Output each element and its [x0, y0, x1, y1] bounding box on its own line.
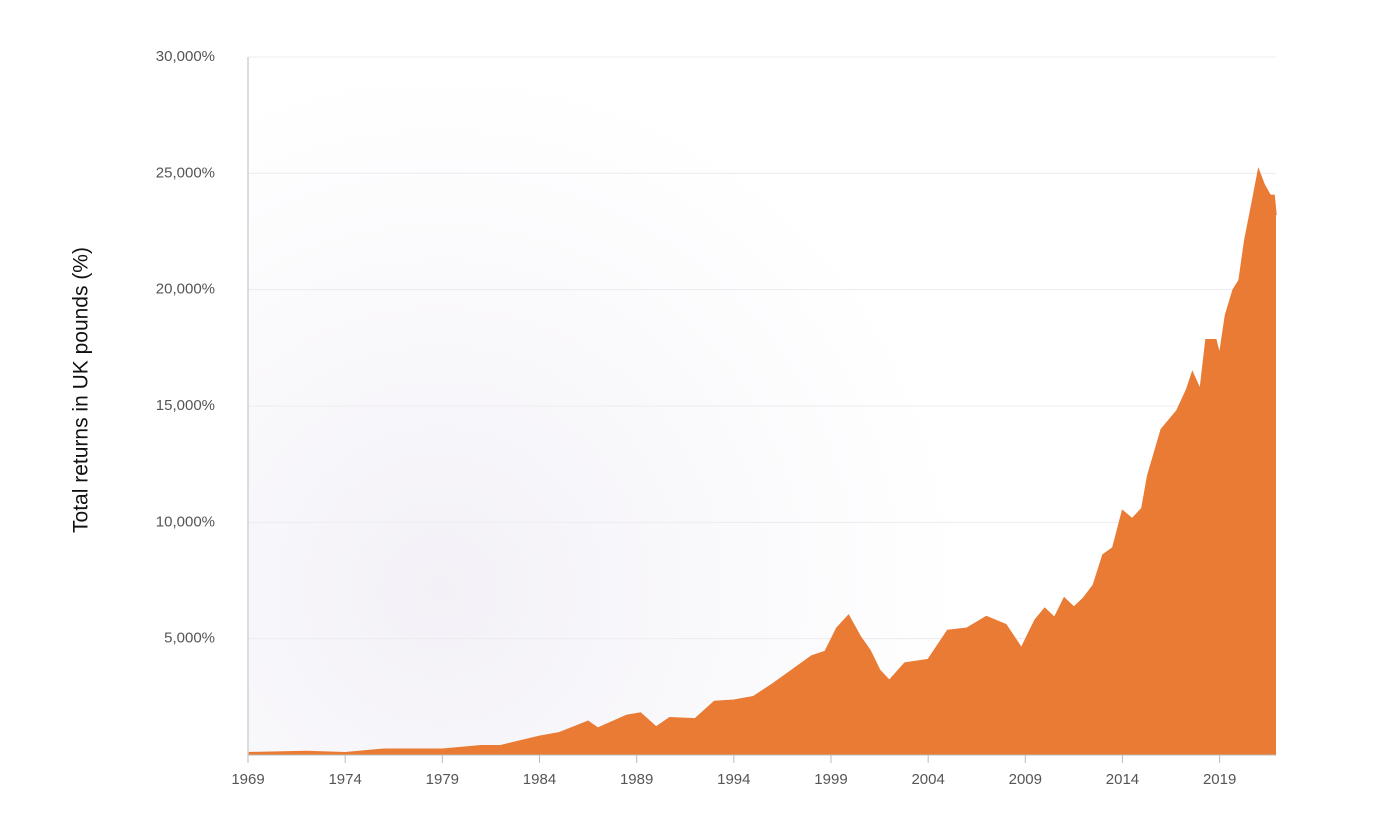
- y-axis-title: Total returns in UK pounds (%): [70, 247, 93, 533]
- y-tick-label: 25,000%: [156, 164, 215, 181]
- x-tick-label: 1969: [231, 771, 264, 788]
- x-tick-label: 1984: [523, 771, 556, 788]
- area-fill: [248, 169, 1276, 756]
- y-tick-label: 30,000%: [156, 48, 215, 65]
- x-tick-label: 1974: [328, 771, 361, 788]
- x-tick-label: 2014: [1106, 771, 1139, 788]
- x-tick-label: 2019: [1203, 771, 1236, 788]
- y-tick-label: 5,000%: [164, 630, 215, 647]
- x-tick-label: 2004: [911, 771, 944, 788]
- y-tick-label: 20,000%: [156, 281, 215, 298]
- x-tick-label: 1994: [717, 771, 750, 788]
- y-tick-label: 10,000%: [156, 513, 215, 530]
- y-tick-label: 15,000%: [156, 397, 215, 414]
- x-tick-label: 2009: [1009, 771, 1042, 788]
- x-tick-label: 1999: [814, 771, 847, 788]
- x-tick-label: 1979: [426, 771, 459, 788]
- area-line: [247, 167, 1277, 754]
- x-tick-label: 1989: [620, 771, 653, 788]
